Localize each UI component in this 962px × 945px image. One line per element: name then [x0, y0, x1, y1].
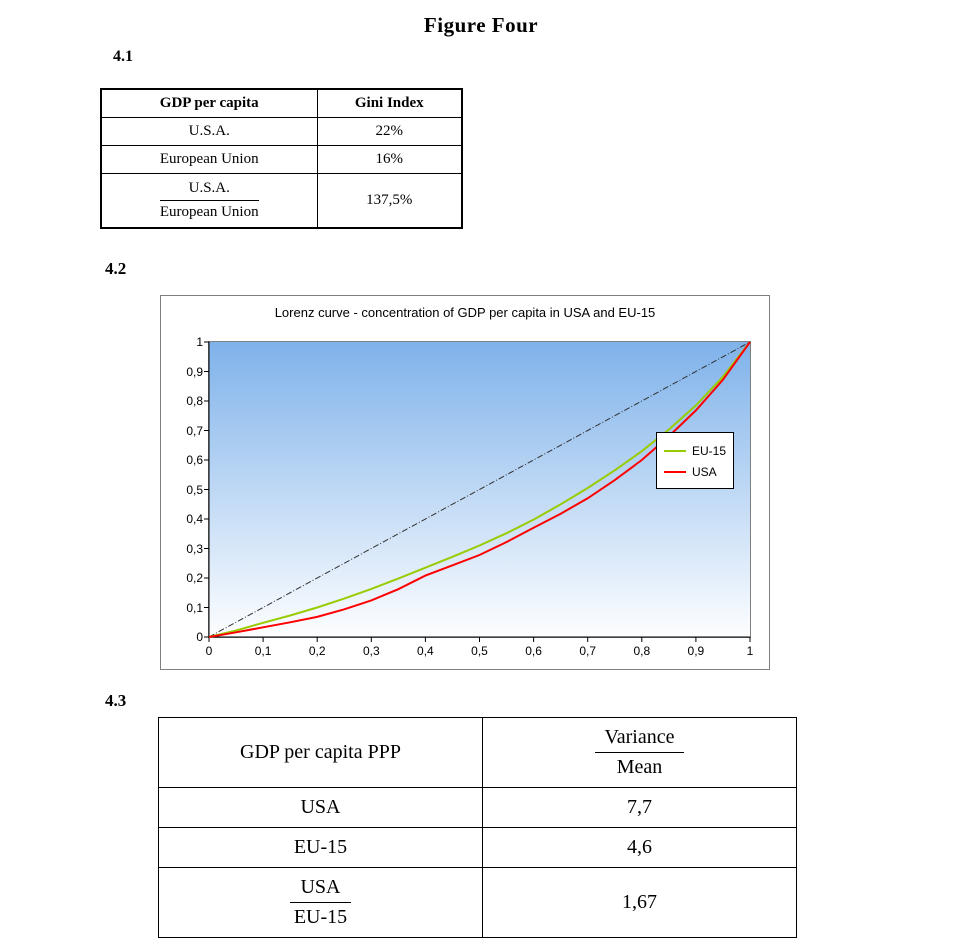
ratio-fraction: U.S.A. European Union [159, 179, 259, 222]
y-tick-label: 0,3 [186, 541, 203, 556]
legend-item-usa: USA [664, 461, 733, 482]
y-tick-label: 1 [196, 335, 203, 349]
section-4-1-label: 4.1 [113, 48, 133, 65]
x-tick-label: 0,7 [579, 644, 597, 658]
y-tick-label: 0,2 [186, 571, 203, 585]
x-tick-label: 0,8 [633, 644, 651, 658]
fraction-numerator: USA [290, 875, 351, 903]
fraction-denominator: EU-15 [293, 906, 348, 928]
row-label: European Union [100, 145, 318, 174]
eu15-line-sample [664, 449, 686, 452]
row-label: EU-15 [158, 827, 483, 868]
fraction-numerator: Variance [594, 725, 685, 753]
table-header-row: GDP per capita Gini Index [100, 88, 463, 118]
column-header: GDP per capita [100, 88, 318, 118]
table-row: EU-15 4,6 [158, 827, 797, 868]
legend-item-eu15: EU-15 [664, 440, 733, 461]
row-value: Variance Mean [482, 717, 797, 788]
y-tick-label: 0,4 [186, 512, 203, 526]
row-value: 1,67 [482, 867, 797, 938]
x-tick-label: 0 [205, 644, 213, 658]
section-4-2-label: 4.2 [105, 259, 127, 278]
y-tick-label: 0,6 [186, 453, 203, 467]
x-tick-label: 0,9 [687, 644, 705, 658]
y-tick-label: 0,8 [186, 394, 203, 408]
ratio-fraction: USA EU-15 [290, 875, 351, 930]
y-tick-label: 0,5 [186, 482, 203, 497]
variance-mean-table: GDP per capita PPP Variance Mean USA 7,7… [158, 717, 797, 938]
plot-area [204, 341, 751, 642]
y-tick-label: 0,9 [186, 364, 203, 379]
gini-index-table: GDP per capita Gini Index U.S.A. 22% Eur… [100, 88, 463, 229]
column-header: Gini Index [316, 88, 463, 118]
series-equality-diagonal [208, 341, 751, 638]
chart-title: Lorenz curve - concentration of GDP per … [274, 305, 656, 320]
x-tick-label: 0,2 [308, 644, 326, 658]
y-tick-label: 0 [196, 630, 203, 644]
x-tick-label: 0,5 [471, 644, 488, 658]
y-tick-label: 0,1 [186, 600, 203, 615]
row-value: 137,5% [316, 173, 463, 228]
row-label: U.S.A. [100, 117, 318, 146]
figure-title: Figure Four [423, 13, 539, 37]
table-row: USA EU-15 1,67 [158, 867, 797, 938]
x-tick-label: 0,6 [525, 644, 542, 658]
row-label: USA EU-15 [158, 867, 483, 938]
fraction-denominator: Mean [616, 756, 663, 778]
row-label: USA [158, 787, 483, 828]
legend-label: EU-15 [692, 443, 727, 458]
fraction-denominator: European Union [159, 203, 259, 220]
y-tick-label: 0,7 [186, 423, 203, 438]
plot-svg [204, 341, 751, 642]
table-row: U.S.A. 22% [100, 117, 463, 146]
chart-legend: EU-15 USA [656, 432, 734, 489]
table-row: European Union 16% [100, 145, 463, 174]
row-value: 16% [316, 145, 463, 174]
fraction-numerator: U.S.A. [159, 179, 259, 201]
x-tick-label: 0,3 [362, 644, 380, 658]
section-4-3-label: 4.3 [105, 691, 127, 710]
x-tick-label: 1 [746, 644, 754, 658]
x-tick-label: 0,1 [254, 644, 272, 658]
row-value: 22% [316, 117, 463, 146]
table-header-row: GDP per capita PPP Variance Mean [158, 717, 797, 788]
table-row: USA 7,7 [158, 787, 797, 828]
row-label: GDP per capita PPP [158, 717, 483, 788]
variance-mean-fraction: Variance Mean [594, 725, 685, 780]
table-row: U.S.A. European Union 137,5% [100, 173, 463, 228]
legend-label: USA [692, 464, 717, 479]
row-value: 7,7 [482, 787, 797, 828]
x-tick-label: 0,4 [417, 644, 434, 658]
row-label: U.S.A. European Union [100, 173, 318, 228]
lorenz-chart: Lorenz curve - concentration of GDP per … [160, 295, 770, 670]
usa-line-sample [664, 470, 686, 473]
row-value: 4,6 [482, 827, 797, 868]
